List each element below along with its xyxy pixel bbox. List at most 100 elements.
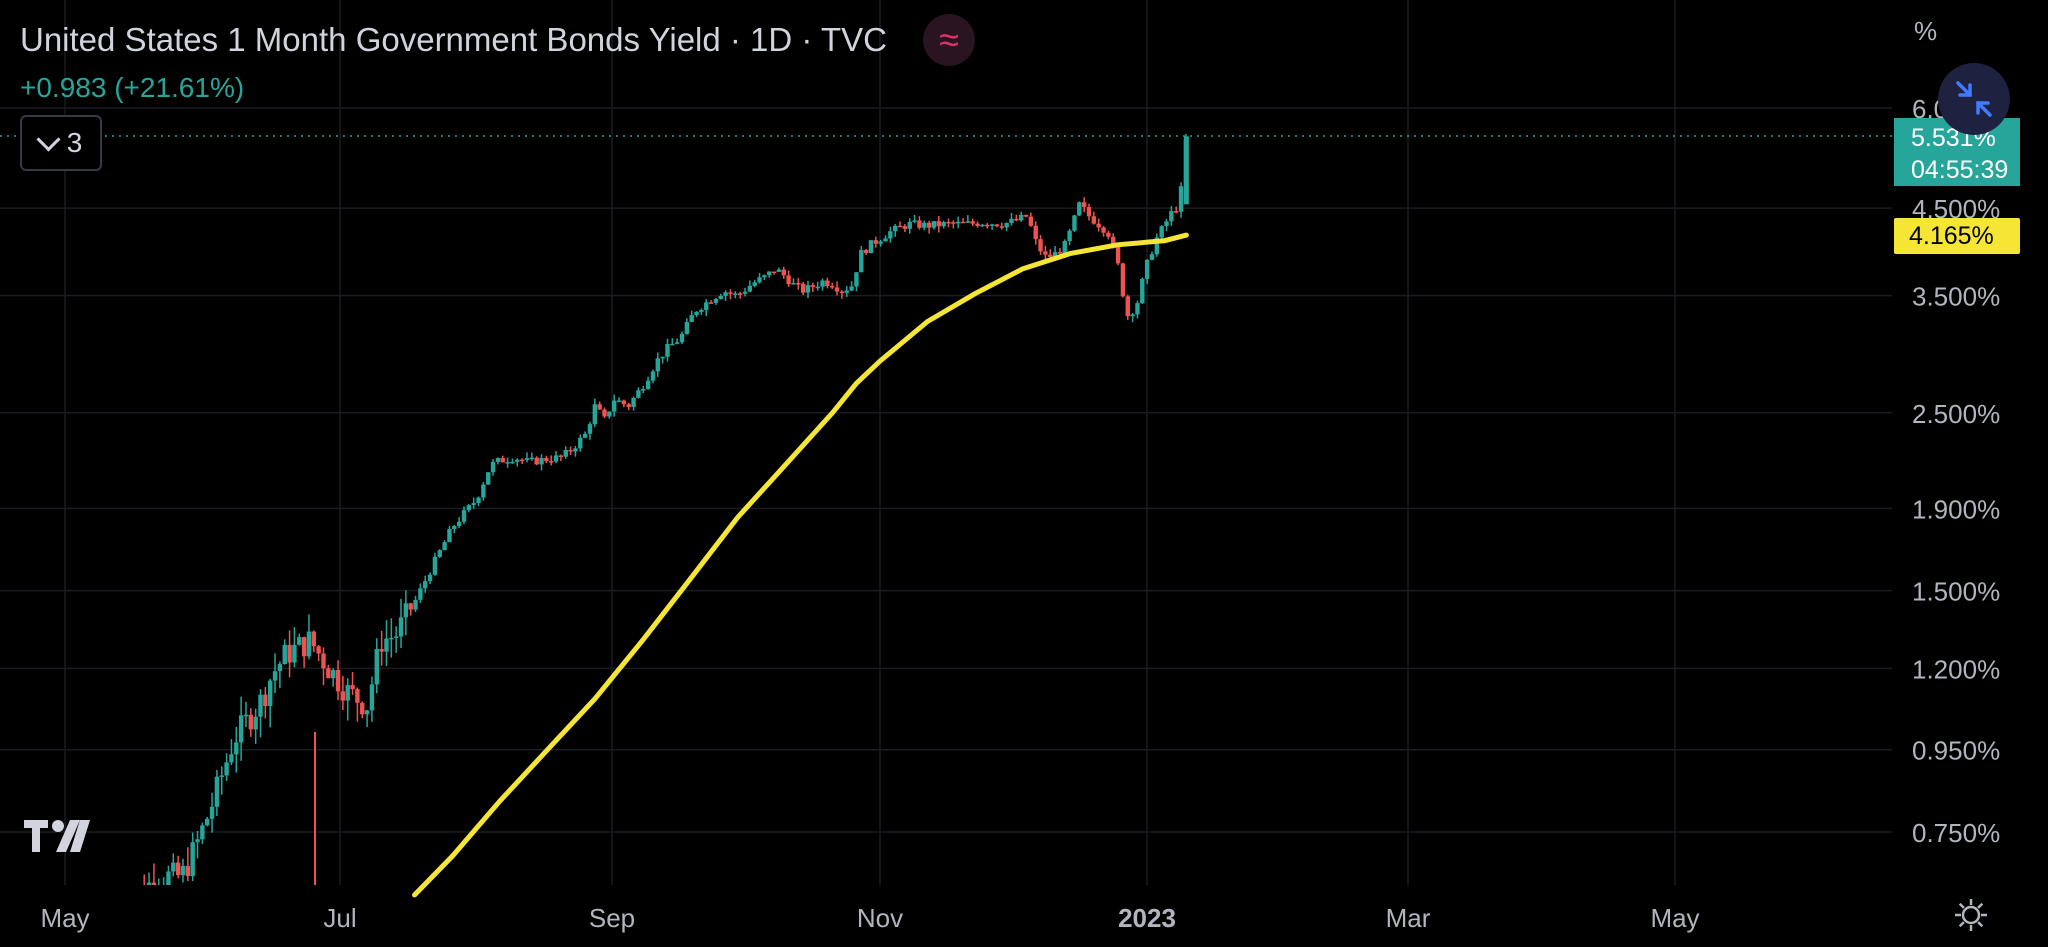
candle-body bbox=[292, 644, 297, 663]
candle-body bbox=[234, 742, 239, 755]
candle-body bbox=[607, 411, 612, 417]
candle-body bbox=[844, 290, 849, 293]
gear-icon[interactable] bbox=[1953, 897, 1989, 938]
candle-body bbox=[582, 433, 588, 438]
candle-body bbox=[553, 455, 559, 462]
candle-body bbox=[1101, 227, 1106, 233]
candle-body bbox=[1149, 254, 1155, 260]
candle-body bbox=[1135, 303, 1140, 315]
candle-body bbox=[999, 226, 1004, 228]
candle-body bbox=[951, 222, 956, 224]
candle-body bbox=[423, 581, 428, 589]
candle-body bbox=[175, 862, 181, 876]
time-tick-label: Nov bbox=[857, 903, 903, 933]
candle-body bbox=[456, 521, 462, 527]
candle-body bbox=[708, 302, 714, 304]
price-tick-label: 3.500% bbox=[1912, 282, 2000, 312]
candle-body bbox=[1091, 216, 1097, 224]
candle-body bbox=[830, 285, 835, 288]
candle-body bbox=[393, 636, 399, 639]
candle-body bbox=[519, 459, 525, 462]
candle-body bbox=[1111, 236, 1116, 246]
price-scale-unit: % bbox=[1914, 16, 1938, 46]
tradingview-logo-icon[interactable] bbox=[24, 818, 94, 859]
candle-body bbox=[757, 277, 762, 283]
candle-body bbox=[839, 291, 845, 294]
candle-body bbox=[907, 221, 912, 229]
candle-body bbox=[364, 710, 370, 715]
candle-body bbox=[253, 716, 258, 730]
candle-body bbox=[205, 818, 210, 826]
candle-body bbox=[340, 691, 346, 701]
candles bbox=[143, 133, 1189, 885]
candle-body bbox=[515, 459, 520, 462]
candle-body bbox=[180, 865, 186, 876]
candle-body bbox=[258, 694, 263, 717]
price-scale[interactable]: 6.000%4.500%3.500%2.500%1.900%1.500%1.20… bbox=[1912, 94, 2000, 848]
candle-body bbox=[432, 556, 438, 575]
candle-body bbox=[379, 649, 384, 652]
candle-body bbox=[970, 221, 975, 224]
candle-body bbox=[786, 275, 791, 285]
candle-body bbox=[573, 448, 578, 452]
candle-body bbox=[994, 224, 1000, 227]
time-tick-label: Mar bbox=[1386, 903, 1431, 933]
candle-body bbox=[597, 404, 602, 410]
candle-body bbox=[568, 450, 573, 452]
candle-body bbox=[776, 269, 782, 272]
moving-average-tag: 4.165% bbox=[1894, 218, 2020, 254]
candle-body bbox=[389, 637, 394, 640]
candle-body bbox=[297, 637, 302, 645]
candle-body bbox=[989, 224, 995, 226]
candle-body bbox=[277, 664, 283, 672]
chart-grid bbox=[0, 0, 1892, 885]
candle-body bbox=[1164, 221, 1169, 227]
symbol-title[interactable]: United States 1 Month Government Bonds Y… bbox=[20, 21, 887, 58]
candle-body bbox=[694, 311, 699, 316]
candle-body bbox=[1072, 215, 1077, 231]
candle-body bbox=[330, 670, 336, 679]
candle-body bbox=[355, 689, 360, 703]
candle-body bbox=[1014, 218, 1019, 221]
candle-body bbox=[306, 631, 312, 657]
candle-body bbox=[263, 694, 268, 707]
candle-body bbox=[825, 280, 830, 286]
candle-body bbox=[272, 671, 278, 681]
candle-body bbox=[965, 221, 971, 223]
candle-body bbox=[641, 389, 646, 391]
candle-body bbox=[398, 617, 404, 637]
candle-body bbox=[781, 269, 786, 276]
candle-body bbox=[985, 224, 990, 227]
candle-body bbox=[510, 461, 515, 464]
candle-body bbox=[229, 754, 234, 763]
candle-body bbox=[190, 842, 195, 877]
indicators-toggle-button[interactable]: 3 bbox=[20, 115, 102, 171]
candle-body bbox=[665, 344, 670, 357]
candle-body bbox=[500, 458, 505, 463]
candle-body bbox=[859, 250, 864, 273]
candle-body bbox=[1018, 214, 1024, 221]
candle-body bbox=[733, 293, 738, 295]
approx-wave-icon[interactable]: ≈ bbox=[922, 14, 975, 66]
price-tick-label: 0.750% bbox=[1912, 818, 2000, 848]
candle-body bbox=[941, 221, 946, 227]
candle-body bbox=[326, 668, 331, 679]
candle-body bbox=[1174, 211, 1179, 213]
candle-body bbox=[926, 222, 932, 228]
candle-body bbox=[369, 684, 375, 711]
candle-body bbox=[427, 574, 433, 582]
candle-body bbox=[820, 280, 825, 287]
candle-body bbox=[408, 603, 413, 610]
candle-body bbox=[723, 292, 728, 296]
candle-body bbox=[946, 221, 951, 224]
candle-body bbox=[1115, 245, 1121, 264]
candle-body bbox=[587, 424, 593, 434]
candle-body bbox=[868, 240, 874, 254]
candle-body bbox=[563, 450, 568, 457]
candle-body bbox=[1057, 252, 1063, 254]
candle-body bbox=[442, 542, 447, 551]
candle-body bbox=[922, 222, 927, 228]
fullscreen-exit-button[interactable] bbox=[1938, 63, 2010, 135]
time-scale[interactable]: May Jul Sep Nov 2023 Mar May bbox=[40, 903, 1699, 933]
